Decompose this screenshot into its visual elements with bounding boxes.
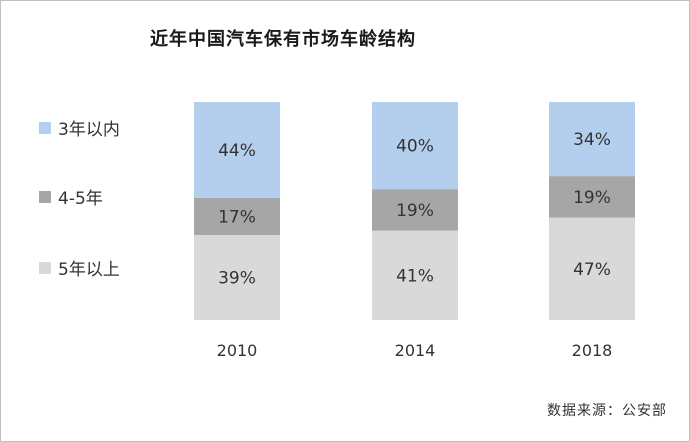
bar-segment (549, 176, 635, 218)
legend-swatch (39, 121, 51, 134)
legend-item-within-3-years: 3年以内 (39, 115, 120, 140)
bar-segment (372, 230, 458, 320)
data-label: 44% (218, 141, 256, 161)
data-label: 40% (396, 137, 434, 157)
bar-segment (194, 234, 280, 320)
legend-label: 5年以上 (58, 260, 120, 280)
legend-item-over-5-years: 5年以上 (39, 255, 120, 280)
bar-segment (372, 189, 458, 231)
x-tick-label: 2014 (395, 341, 436, 360)
x-tick-label: 2010 (217, 341, 258, 360)
data-label: 41% (396, 266, 434, 286)
legend-label: 4-5年 (58, 189, 103, 209)
bar-segment (194, 102, 280, 198)
legend-label: 3年以内 (58, 120, 120, 140)
legend-swatch (39, 261, 51, 274)
bar-segment (372, 102, 458, 190)
data-label: 19% (573, 188, 611, 208)
data-source-note: 数据来源：公安部 (547, 403, 667, 419)
x-tick-label: 2018 (572, 341, 613, 360)
legend-swatch (39, 190, 51, 203)
bar-segment (549, 217, 635, 320)
data-label: 17% (218, 207, 256, 227)
chart-title: 近年中国汽车保有市场车龄结构 (150, 29, 416, 50)
data-label: 47% (573, 260, 611, 280)
bar-segment (194, 197, 280, 235)
data-label: 39% (218, 268, 256, 288)
legend-item-4-5-years: 4-5年 (39, 184, 103, 209)
bar-segment (549, 102, 635, 177)
data-label: 34% (573, 130, 611, 150)
data-label: 19% (396, 201, 434, 221)
